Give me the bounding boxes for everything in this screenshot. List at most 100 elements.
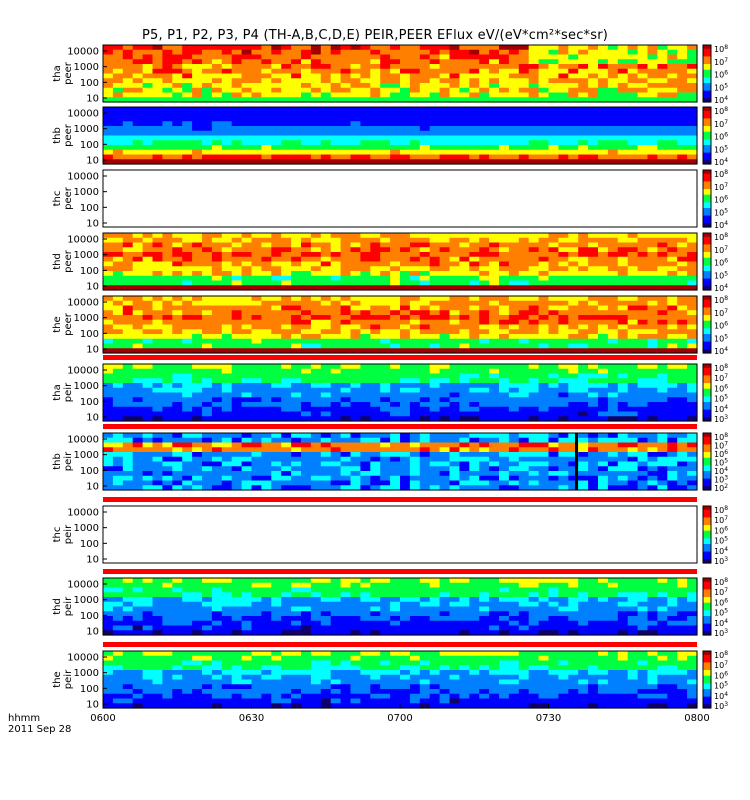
heatmap-cell bbox=[182, 406, 193, 413]
heatmap-cell bbox=[172, 130, 183, 137]
heatmap-cell bbox=[301, 471, 312, 477]
heatmap-cell bbox=[350, 78, 361, 84]
heatmap-cell bbox=[667, 319, 678, 326]
colorbar-segment bbox=[703, 107, 711, 110]
heatmap-cell bbox=[182, 78, 193, 84]
heatmap-cell bbox=[221, 275, 233, 282]
heatmap-cell bbox=[310, 616, 322, 622]
heatmap-cell bbox=[419, 59, 431, 65]
heatmap-cell bbox=[578, 275, 589, 282]
heatmap-cell bbox=[112, 592, 124, 598]
heatmap-cell bbox=[172, 242, 183, 248]
heatmap-cell bbox=[400, 280, 411, 286]
heatmap-cell bbox=[330, 343, 342, 349]
heatmap-cell bbox=[508, 45, 520, 51]
colorbar-segment bbox=[703, 488, 711, 491]
colorbar-label: 105 bbox=[714, 458, 728, 468]
heatmap-cell bbox=[192, 140, 203, 146]
heatmap-cell bbox=[251, 392, 262, 398]
heatmap-cell bbox=[459, 154, 470, 160]
heatmap-cell bbox=[340, 271, 352, 277]
heatmap-cell bbox=[172, 145, 183, 151]
heatmap-cell bbox=[112, 140, 124, 146]
heatmap-cell bbox=[429, 121, 441, 127]
heatmap-cell bbox=[231, 64, 243, 70]
heatmap-cell bbox=[221, 73, 233, 79]
heatmap-cell bbox=[241, 329, 253, 335]
heatmap-cell bbox=[419, 466, 431, 472]
heatmap-cell bbox=[251, 315, 262, 321]
heatmap-cell bbox=[687, 387, 698, 394]
heatmap-cell bbox=[370, 275, 381, 282]
heatmap-cell bbox=[103, 452, 114, 458]
heatmap-cell bbox=[489, 59, 500, 65]
heatmap-cell bbox=[687, 116, 698, 122]
heatmap-cell bbox=[409, 442, 421, 448]
heatmap-cell bbox=[182, 300, 193, 307]
heatmap-cell bbox=[271, 611, 282, 617]
heatmap-cell bbox=[588, 334, 599, 340]
heatmap-cell bbox=[489, 461, 500, 467]
heatmap-cell bbox=[390, 45, 401, 51]
heatmap-cell bbox=[310, 378, 322, 384]
heatmap-cell bbox=[588, 261, 599, 267]
heatmap-cell bbox=[271, 130, 282, 137]
heatmap-cell bbox=[261, 364, 272, 370]
heatmap-cell bbox=[598, 402, 609, 408]
heatmap-cell bbox=[103, 466, 114, 472]
heatmap-cell bbox=[617, 402, 629, 408]
heatmap-cell bbox=[112, 271, 124, 277]
colorbar-label: 105 bbox=[714, 394, 728, 404]
heatmap-cell bbox=[271, 368, 282, 375]
heatmap-cell bbox=[588, 271, 599, 277]
heatmap-cell bbox=[449, 442, 460, 448]
heatmap-cell bbox=[350, 442, 361, 448]
heatmap-cell bbox=[162, 159, 173, 165]
heatmap-cell bbox=[330, 364, 342, 370]
heatmap-cell bbox=[251, 378, 262, 384]
heatmap-cell bbox=[301, 447, 312, 453]
y-tick-label: 10 bbox=[86, 413, 99, 424]
heatmap-cell bbox=[231, 471, 243, 477]
heatmap-cell bbox=[558, 107, 569, 113]
heatmap-cell bbox=[409, 310, 421, 316]
heatmap-cell bbox=[221, 368, 233, 375]
heatmap-cell bbox=[647, 485, 658, 491]
heatmap-cell bbox=[122, 310, 134, 316]
heatmap-cell bbox=[390, 83, 401, 89]
heatmap-cell bbox=[548, 310, 559, 316]
heatmap-cell bbox=[637, 378, 649, 384]
heatmap-cell bbox=[400, 54, 411, 60]
heatmap-cell bbox=[132, 280, 144, 286]
heatmap-cell bbox=[310, 406, 322, 413]
heatmap-cell bbox=[607, 452, 619, 458]
heatmap-cell bbox=[211, 310, 223, 316]
heatmap-cell bbox=[281, 130, 292, 137]
heatmap-cell bbox=[528, 343, 540, 349]
heatmap-cell bbox=[350, 383, 361, 389]
heatmap-cell bbox=[211, 92, 223, 98]
heatmap-cell bbox=[340, 592, 352, 598]
heatmap-cell bbox=[330, 111, 342, 118]
heatmap-cell bbox=[132, 597, 144, 603]
heatmap-cell bbox=[132, 73, 144, 79]
heatmap-cell bbox=[469, 135, 480, 141]
heatmap-cell bbox=[182, 480, 193, 486]
heatmap-cell bbox=[211, 597, 223, 603]
heatmap-cell bbox=[202, 237, 213, 244]
heatmap-cell bbox=[400, 64, 411, 70]
colorbar-segment bbox=[703, 305, 711, 308]
heatmap-cell bbox=[360, 159, 371, 165]
heatmap-cell bbox=[479, 54, 490, 60]
heatmap-cell bbox=[360, 54, 371, 60]
heatmap-cell bbox=[568, 411, 579, 417]
heatmap-cell bbox=[330, 378, 342, 384]
heatmap-cell bbox=[489, 140, 500, 146]
heatmap-cell bbox=[103, 485, 114, 491]
heatmap-cell bbox=[182, 378, 193, 384]
heatmap-cell bbox=[459, 126, 470, 132]
heatmap-cell bbox=[518, 135, 530, 141]
heatmap-cell bbox=[330, 630, 342, 636]
heatmap-cell bbox=[558, 324, 569, 330]
